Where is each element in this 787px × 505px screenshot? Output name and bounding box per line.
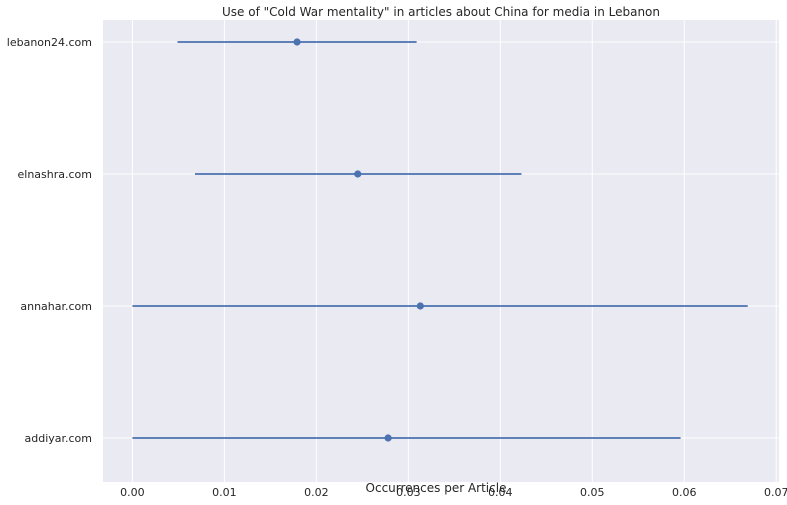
series-layer bbox=[132, 38, 748, 442]
x-tick-label: 0.05 bbox=[580, 486, 605, 499]
data-point bbox=[293, 38, 301, 46]
x-tick-label: 0.01 bbox=[212, 486, 237, 499]
x-tick-label: 0.02 bbox=[304, 486, 329, 499]
label-layer: 0.00 0.01 0.02 0.03 0.04 0.05 0.06 0.07 lebanon2… bbox=[7, 36, 787, 499]
data-point bbox=[354, 170, 362, 178]
y-tick-label: annahar.com bbox=[20, 300, 92, 313]
data-point bbox=[416, 302, 424, 310]
x-tick-label: 0.07 bbox=[764, 486, 787, 499]
y-tick-label: addiyar.com bbox=[24, 432, 92, 445]
data-point bbox=[384, 434, 392, 442]
x-tick-label: 0.06 bbox=[672, 486, 697, 499]
x-axis-label: Occurrences per Article bbox=[366, 481, 507, 495]
y-tick-label: lebanon24.com bbox=[7, 36, 92, 49]
x-tick-label: 0.03 bbox=[396, 486, 421, 499]
y-tick-label: elnashra.com bbox=[18, 168, 93, 181]
chart-title: Use of "Cold War mentality" in articles … bbox=[222, 5, 660, 19]
x-tick-label: 0.00 bbox=[120, 486, 145, 499]
x-tick-label: 0.04 bbox=[488, 486, 513, 499]
plot-area bbox=[103, 20, 779, 482]
